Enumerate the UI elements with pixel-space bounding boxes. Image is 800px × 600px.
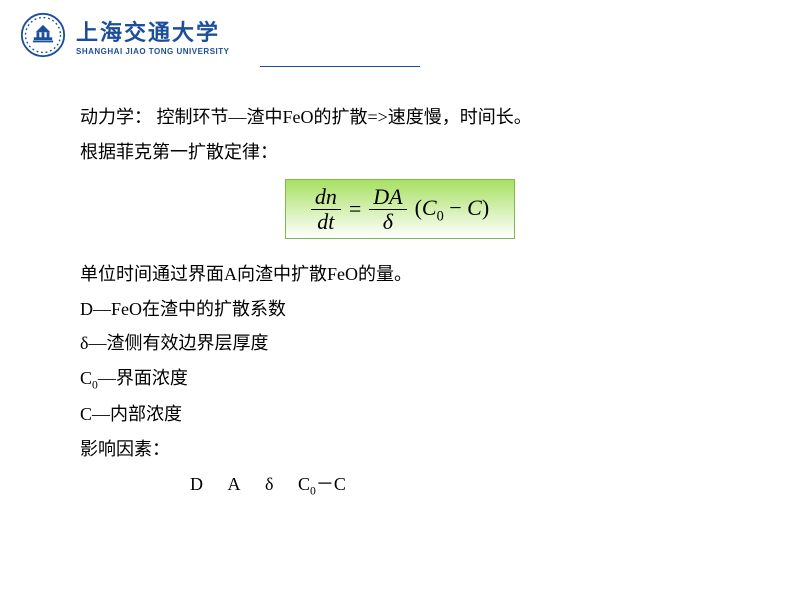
slide-header: 上海交通大学 SHANGHAI JIAO TONG UNIVERSITY: [0, 0, 800, 66]
formula-tail: (C0 − C): [415, 189, 490, 229]
equals-sign: =: [349, 190, 361, 227]
formula-rhs-fraction: DA δ: [369, 185, 406, 234]
def-c0: C0—界面浓度: [80, 363, 720, 395]
text-line-2: 根据菲克第一扩散定律：: [80, 137, 720, 168]
def-c: C—内部浓度: [80, 399, 720, 430]
slide-content: 动力学： 控制环节—渣中FeO的扩散=>速度慢，时间长。 根据菲克第一扩散定律：…: [0, 67, 800, 525]
def-d: D—FeO在渣中的扩散系数: [80, 294, 720, 325]
university-logo: [20, 12, 66, 58]
university-name-cn: 上海交通大学: [76, 15, 229, 47]
text-line-1: 动力学： 控制环节—渣中FeO的扩散=>速度慢，时间长。: [80, 102, 720, 133]
university-name-en: SHANGHAI JIAO TONG UNIVERSITY: [76, 47, 229, 56]
rhs-denominator: δ: [379, 210, 397, 234]
lhs-denominator: dt: [313, 210, 338, 234]
def-delta: δ—渣侧有效边界层厚度: [80, 328, 720, 359]
formula-lhs-fraction: dn dt: [311, 185, 341, 234]
factors-label: 影响因素：: [80, 434, 720, 465]
text-line-3: 单位时间通过界面A向渣中扩散FeO的量。: [80, 259, 720, 290]
university-name-block: 上海交通大学 SHANGHAI JIAO TONG UNIVERSITY: [76, 15, 229, 56]
rhs-numerator: DA: [369, 185, 406, 210]
formula-box: dn dt = DA δ (C0 − C): [285, 179, 515, 239]
factors-list: D A δ C0－C: [80, 469, 720, 501]
lhs-numerator: dn: [311, 185, 341, 210]
